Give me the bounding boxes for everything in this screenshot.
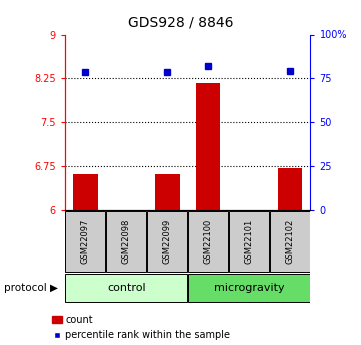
Bar [106, 211, 147, 272]
Text: GDS928 / 8846: GDS928 / 8846 [128, 16, 233, 30]
Text: GSM22098: GSM22098 [122, 219, 131, 264]
Text: GSM22099: GSM22099 [163, 219, 172, 264]
Bar [278, 168, 302, 210]
Text: GSM22102: GSM22102 [286, 219, 295, 264]
Bar [155, 174, 179, 210]
Legend: count, percentile rank within the sample: count, percentile rank within the sample [52, 315, 230, 340]
Bar [188, 274, 310, 302]
Text: control: control [107, 283, 145, 293]
Bar [147, 211, 187, 272]
Text: GSM22100: GSM22100 [204, 219, 213, 264]
Bar [188, 211, 228, 272]
Bar [196, 82, 221, 210]
Bar [73, 174, 98, 210]
Text: GSM22097: GSM22097 [81, 219, 90, 264]
Text: protocol ▶: protocol ▶ [4, 283, 58, 293]
Bar [65, 274, 187, 302]
Text: microgravity: microgravity [214, 283, 284, 293]
Bar [65, 211, 105, 272]
Bar [229, 211, 269, 272]
Text: GSM22101: GSM22101 [245, 219, 253, 264]
Bar [270, 211, 310, 272]
